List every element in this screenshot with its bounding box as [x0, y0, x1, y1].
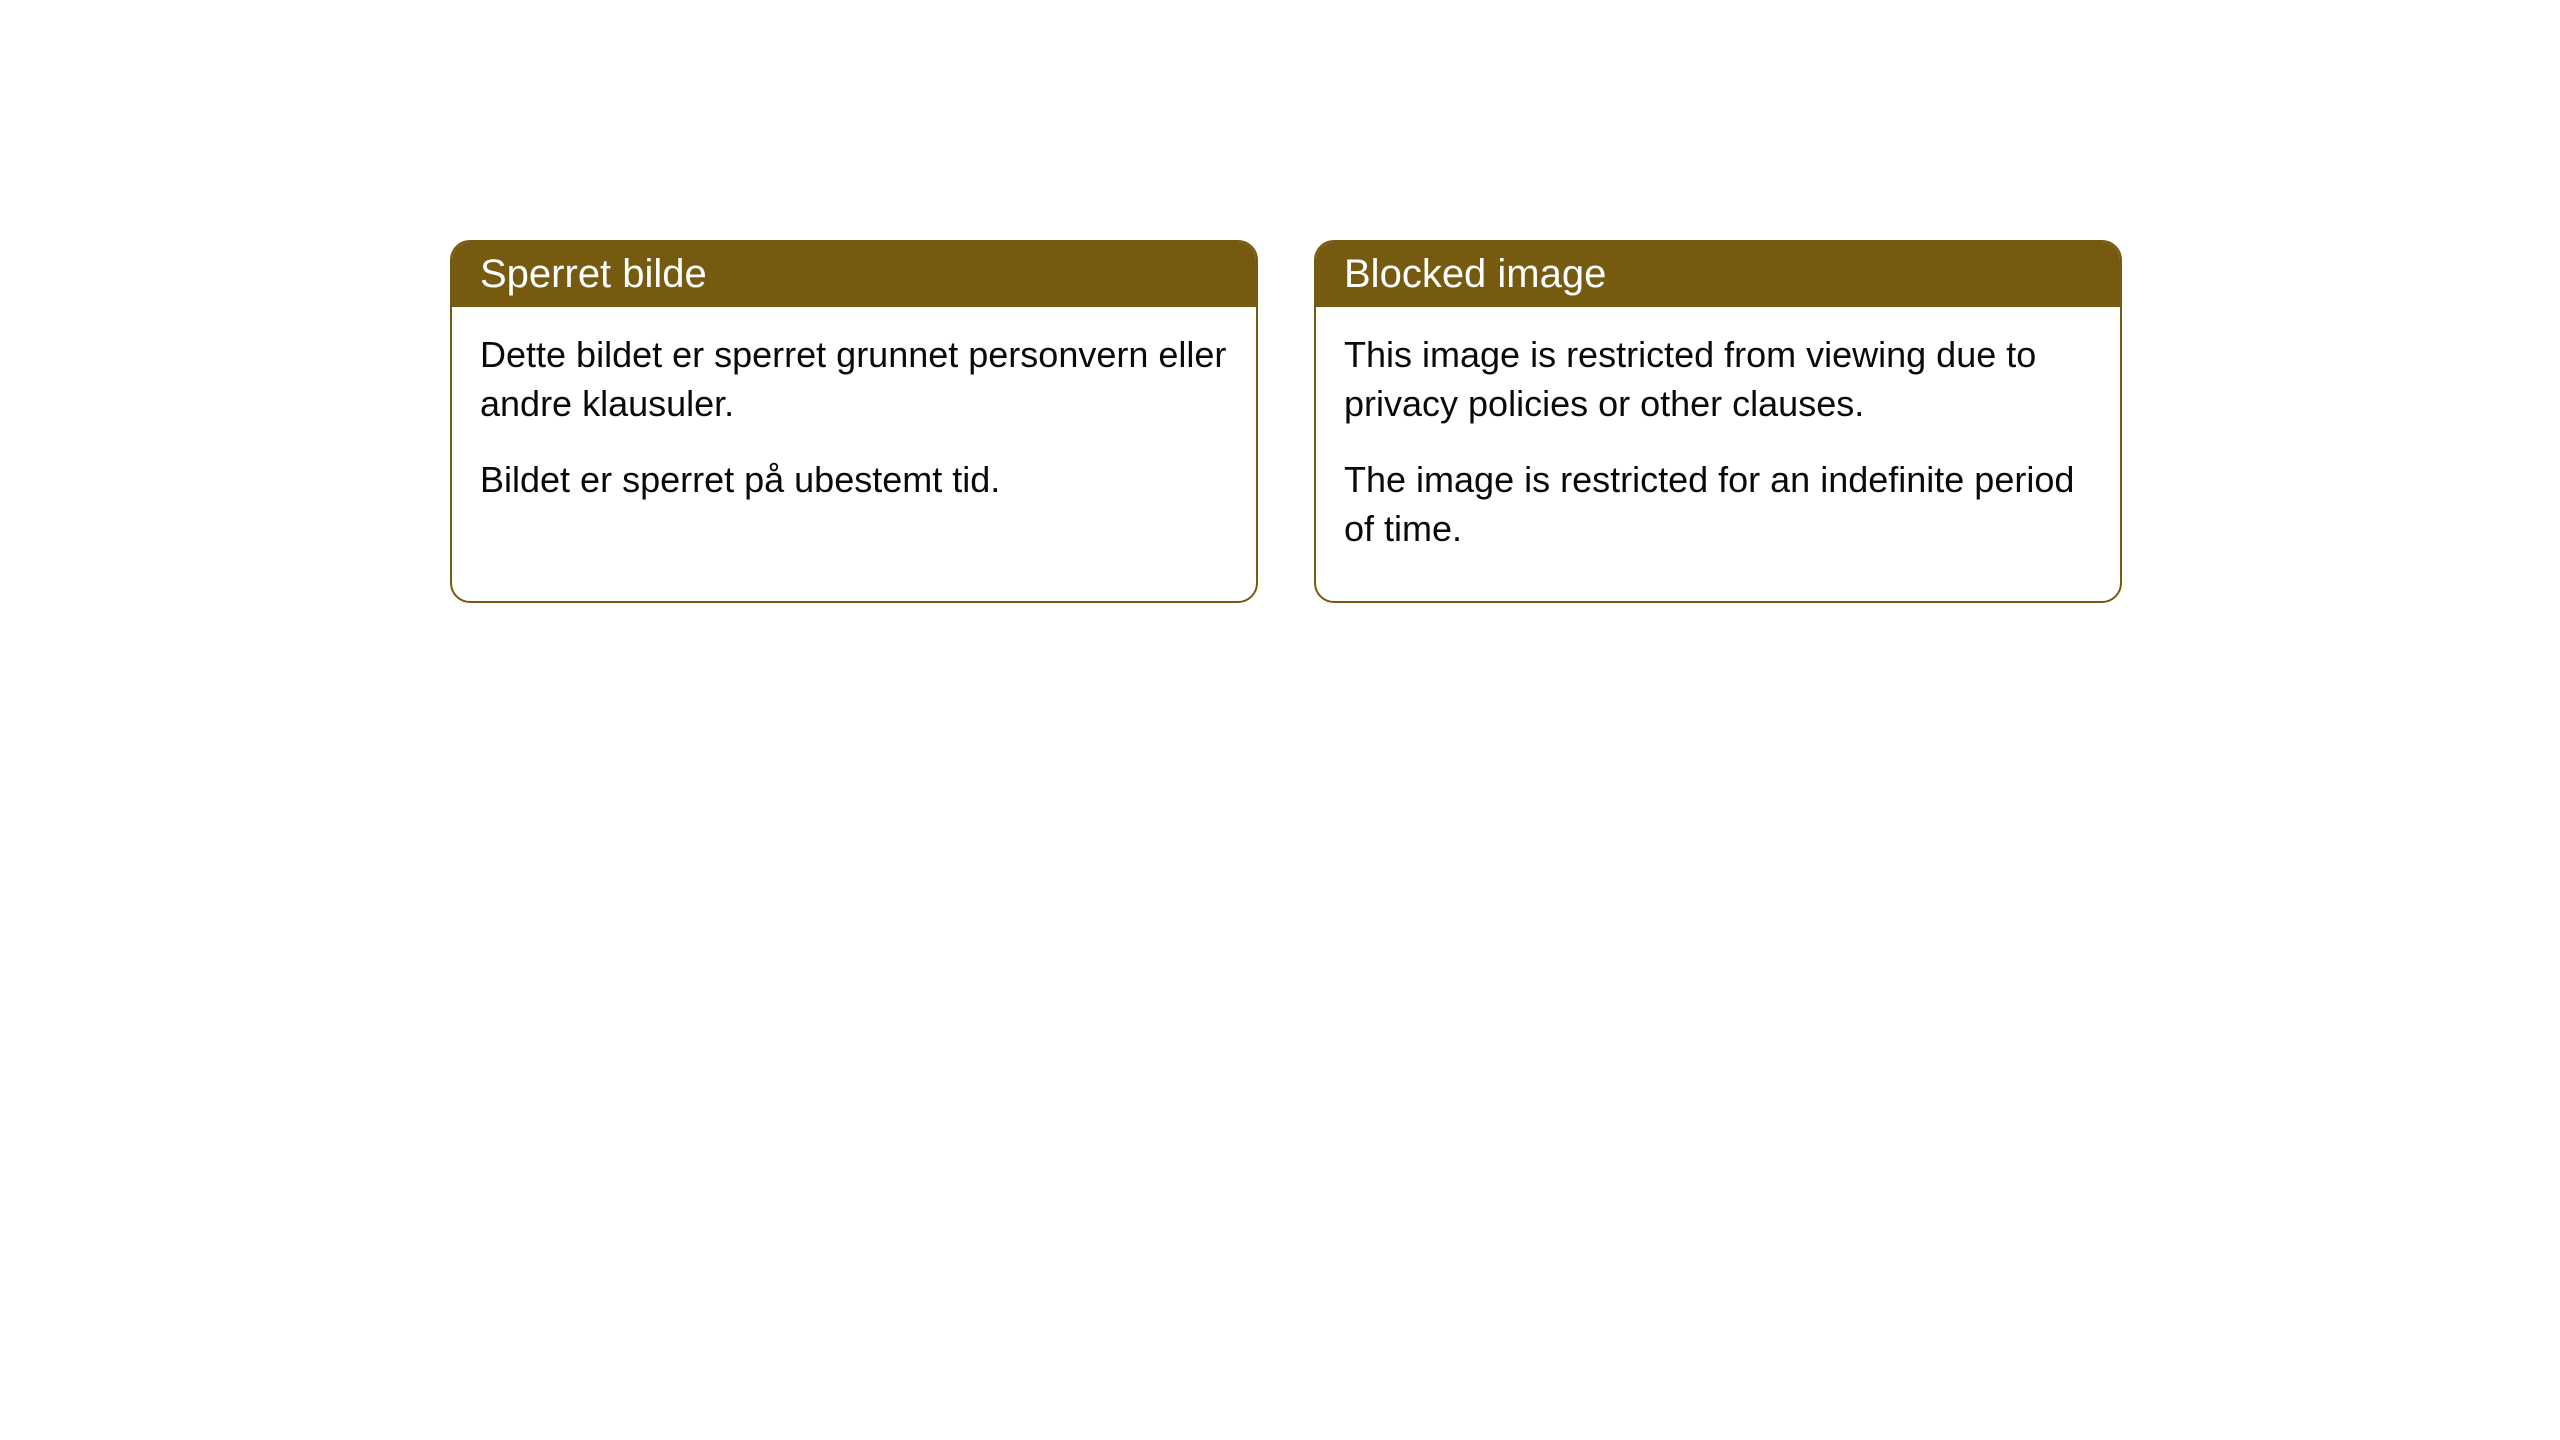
card-header: Sperret bilde — [452, 242, 1256, 307]
card-paragraph-2: The image is restricted for an indefinit… — [1344, 456, 2092, 553]
card-body: This image is restricted from viewing du… — [1316, 307, 2120, 601]
card-body: Dette bildet er sperret grunnet personve… — [452, 307, 1256, 553]
card-header: Blocked image — [1316, 242, 2120, 307]
notice-card-english: Blocked image This image is restricted f… — [1314, 240, 2122, 603]
notice-container: Sperret bilde Dette bildet er sperret gr… — [450, 240, 2122, 603]
card-paragraph-2: Bildet er sperret på ubestemt tid. — [480, 456, 1228, 505]
card-paragraph-1: This image is restricted from viewing du… — [1344, 331, 2092, 428]
card-title: Sperret bilde — [480, 252, 707, 296]
card-title: Blocked image — [1344, 252, 1606, 296]
card-paragraph-1: Dette bildet er sperret grunnet personve… — [480, 331, 1228, 428]
notice-card-norwegian: Sperret bilde Dette bildet er sperret gr… — [450, 240, 1258, 603]
